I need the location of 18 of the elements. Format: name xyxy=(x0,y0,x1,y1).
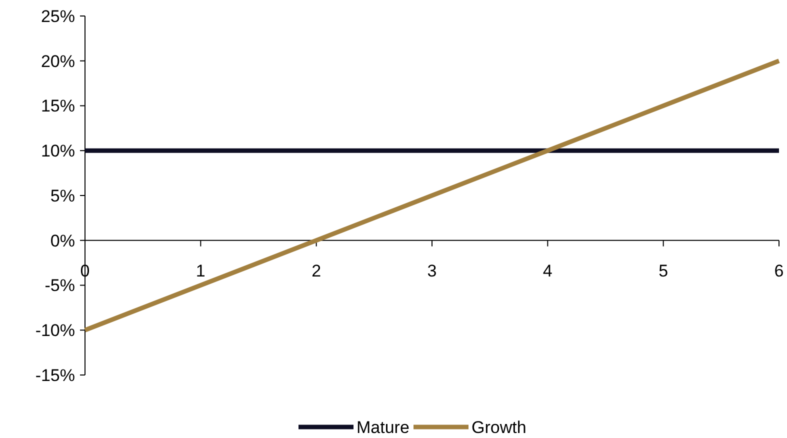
y-tick-label: 20% xyxy=(40,52,75,71)
x-tick-label: 1 xyxy=(196,261,206,280)
y-tick-label: 15% xyxy=(40,96,75,116)
line-series xyxy=(82,58,782,332)
x-tick-label: 3 xyxy=(427,261,437,280)
x-tick-label: 2 xyxy=(312,261,322,280)
y-tick-label: -15% xyxy=(35,366,75,385)
y-tick-label: -10% xyxy=(35,321,75,340)
y-tick-label: -5% xyxy=(44,276,75,296)
y-tick-label: 5% xyxy=(50,186,75,206)
x-tick-label: 5 xyxy=(658,261,668,280)
y-tick-label: 25% xyxy=(40,6,75,26)
y-tick-label: 0% xyxy=(50,231,75,250)
legend-label: Mature xyxy=(356,418,410,437)
x-tick-label: 6 xyxy=(774,261,784,280)
y-tick-label: 10% xyxy=(40,142,75,161)
legend-label: Growth xyxy=(472,418,526,437)
x-tick-label: 4 xyxy=(542,261,552,280)
